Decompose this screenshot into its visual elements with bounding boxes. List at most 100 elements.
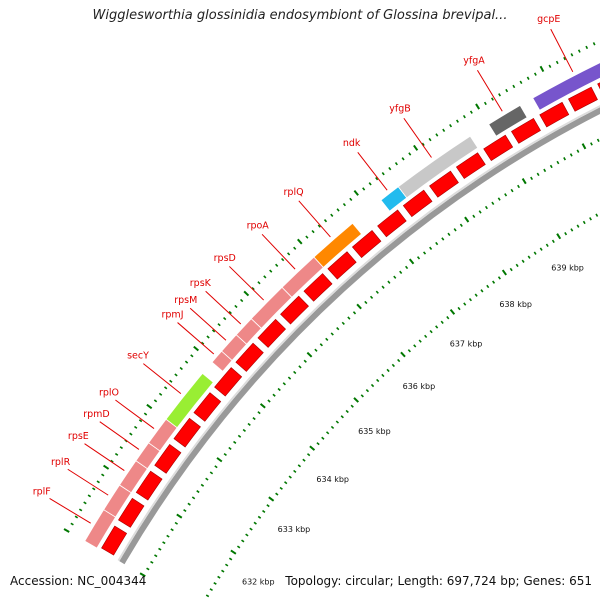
cds-arrow [118, 497, 145, 528]
outer-tick [428, 137, 432, 142]
scale-tick [486, 284, 490, 289]
inner-tick [504, 193, 508, 197]
cds-arrow [173, 417, 201, 448]
scale-tick [440, 320, 444, 324]
scale-tick [492, 280, 496, 284]
scale-tick [515, 263, 519, 268]
gene-label-leader [403, 117, 432, 158]
scale-tick [230, 549, 237, 555]
outer-tick [401, 157, 405, 161]
outer-tick [263, 275, 267, 279]
inner-tick [237, 434, 242, 438]
inner-tick [330, 332, 334, 336]
outer-tick [317, 224, 321, 228]
inner-tick [464, 216, 470, 223]
map-title: Wigglesworthia glossinidia endosymbiont … [92, 8, 508, 23]
gene-label-leader [261, 233, 296, 270]
scale-tick [435, 325, 439, 329]
scale-tick [391, 363, 395, 368]
gene-label-leader [84, 443, 125, 471]
inner-tick [590, 142, 593, 146]
gene-label-yfgA: yfgA [463, 55, 485, 66]
outer-tick [83, 501, 87, 505]
inner-tick [517, 184, 521, 189]
cds-arrow [455, 152, 486, 179]
inner-tick [314, 348, 318, 352]
cds-arrow [351, 230, 382, 259]
gene-label-leader [99, 421, 140, 450]
gene-label-leader [550, 28, 574, 73]
outer-tick [134, 425, 138, 429]
inner-tick [405, 265, 409, 270]
scale-tick [340, 415, 344, 419]
outer-tick [349, 197, 353, 202]
cds-arrow [597, 82, 600, 90]
scale-tick [245, 533, 249, 537]
outer-tick [96, 480, 100, 484]
inner-tick [298, 365, 302, 369]
outer-tick [211, 329, 216, 333]
gene-label-rplF: rplF [33, 486, 51, 497]
inner-tick [453, 228, 457, 232]
scale-tick [325, 431, 330, 435]
inner-tick [369, 295, 374, 299]
outer-tick [234, 304, 238, 309]
kbp-tick-label: 636 kbp [403, 382, 436, 391]
outer-tick [217, 323, 221, 327]
outer-tick [223, 316, 227, 321]
scale-tick [249, 527, 253, 531]
cds-arrow-layer [101, 82, 600, 556]
gene-label-rplO: rplO [99, 387, 119, 398]
scale-tick [345, 409, 349, 414]
inner-tick [510, 188, 514, 193]
scale-tick [570, 228, 574, 232]
gene-label-leader [476, 69, 503, 112]
outer-tick [146, 403, 153, 410]
outer-tick [336, 208, 340, 212]
outer-tick [342, 202, 346, 207]
outer-tick [206, 335, 210, 339]
cds-arrow [303, 273, 333, 302]
outer-tick [570, 53, 574, 57]
inner-tick [282, 382, 286, 386]
outer-tick [469, 110, 473, 114]
outer-tick [87, 494, 92, 498]
scale-tick [306, 453, 311, 457]
outer-tick [143, 412, 148, 416]
outer-tick [129, 432, 133, 436]
outer-tick [421, 142, 425, 147]
inner-tick [341, 321, 345, 325]
inner-tick [393, 275, 397, 279]
outer-tick [101, 473, 105, 477]
cds-arrow [377, 209, 407, 238]
inner-tick [435, 241, 439, 246]
outer-tick [548, 64, 552, 69]
scale-tick [288, 475, 292, 479]
outer-tick [251, 286, 255, 291]
cds-arrow [135, 470, 163, 501]
scale-tick [293, 469, 297, 473]
inner-tick [491, 201, 495, 205]
cds-arrow [154, 444, 182, 474]
scale-tick [376, 378, 380, 383]
inner-tick [352, 311, 357, 315]
outer-tick [163, 386, 168, 390]
scale-tick [474, 293, 478, 297]
scale-tick [407, 349, 411, 353]
inner-tick [581, 143, 587, 150]
inner-tick [223, 452, 227, 457]
scale-tick [501, 269, 507, 276]
scale-tick [302, 458, 306, 462]
scale-tick [370, 383, 375, 388]
inner-tick [287, 376, 292, 380]
inner-tick [267, 399, 271, 403]
gene-label-leader [177, 322, 215, 355]
inner-tick [356, 303, 362, 310]
scale-tick [284, 481, 288, 485]
scale-tick [350, 404, 354, 408]
outer-tick [114, 452, 119, 456]
gene-label-yfgB: yfgB [389, 104, 411, 115]
cds-arrow [257, 318, 287, 348]
inner-tick [375, 290, 379, 294]
scale-tick [360, 394, 364, 398]
